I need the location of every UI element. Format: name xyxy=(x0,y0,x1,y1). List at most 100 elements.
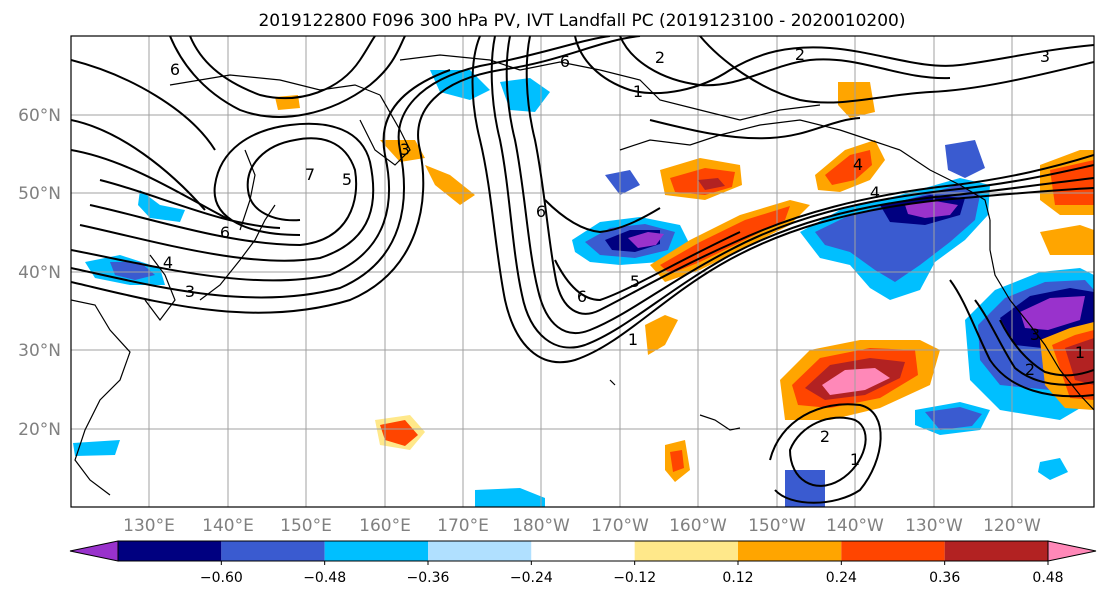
contour-label: 4 xyxy=(163,253,173,272)
shade-neg-nw xyxy=(1038,458,1068,480)
contour-label: 6 xyxy=(577,287,587,306)
contour-label: 7 xyxy=(305,165,315,184)
contour-label: 3 xyxy=(400,140,410,159)
colorbar-outline xyxy=(117,540,1049,562)
pv-contour xyxy=(574,36,1094,95)
pv-contour xyxy=(471,36,1094,364)
contour-label: 1 xyxy=(1075,343,1085,362)
lon-tick-label: 130°E xyxy=(123,516,175,536)
shade-neg-s2 xyxy=(925,407,982,430)
contour-label: 1 xyxy=(633,82,643,101)
contour-label: 1 xyxy=(628,330,638,349)
contour-label: 6 xyxy=(536,202,546,221)
colorbar-box xyxy=(324,541,428,561)
shade-pos-hl2 xyxy=(380,420,418,446)
colorbar: −0.60 −0.48 −0.36 −0.24 −0.12 0.12 0.24 0.36 0.4… xyxy=(69,540,1097,586)
shade-pos-kam xyxy=(380,140,425,162)
coast-japan xyxy=(199,204,276,301)
shade-neg-mid-4 xyxy=(628,232,664,248)
pv-contour xyxy=(71,149,231,221)
colorbar-tick-label: 0.36 xyxy=(929,570,960,586)
colorbar-tick-label: 0.48 xyxy=(1032,570,1063,586)
contour-label: 3 xyxy=(1030,325,1040,344)
colorbar-tick-label: −0.24 xyxy=(510,570,553,586)
pv-contour xyxy=(79,122,375,262)
contour-labels: 6 7 5 6 3 4 3 6 6 5 1 6 1 2 3 4 4 2 1 2 … xyxy=(163,45,1085,469)
lon-tick-label: 140°W xyxy=(826,516,884,536)
pv-contour xyxy=(71,119,206,211)
colorbar-extend-high xyxy=(1047,540,1097,562)
lat-tick-label: 60°N xyxy=(18,106,61,126)
shade-neg-bc xyxy=(945,140,985,178)
colorbar-box xyxy=(118,541,222,561)
lon-tick-label: 150°E xyxy=(280,516,332,536)
pv-contour xyxy=(189,36,376,100)
colorbar-tick-label: 0.12 xyxy=(722,570,753,586)
pv-contour xyxy=(71,59,216,151)
lon-tick-label: 170°W xyxy=(591,516,649,536)
contour-label: 6 xyxy=(220,223,230,242)
coast-islands-2 xyxy=(609,379,616,386)
shade-neg-se-4 xyxy=(1020,296,1085,330)
lon-tick-label: 160°W xyxy=(669,516,727,536)
lat-tick-label: 50°N xyxy=(18,184,61,204)
contour-label: 4 xyxy=(870,183,880,202)
lat-tick-label: 20°N xyxy=(18,420,61,440)
pv-contour xyxy=(89,137,358,247)
pv-contour xyxy=(71,69,451,282)
shade-neg-east-4 xyxy=(905,201,958,218)
colorbar-box xyxy=(841,541,945,561)
contour-label: 4 xyxy=(853,155,863,174)
shade-neg-bering xyxy=(500,78,550,112)
coast-siberia xyxy=(399,54,521,71)
shade-pos-sub4 xyxy=(822,368,890,395)
shade-neg-hi xyxy=(785,470,825,507)
pv-contour xyxy=(619,36,951,87)
colorbar-tick-label: −0.12 xyxy=(613,570,656,586)
contour-label: 3 xyxy=(1040,47,1050,66)
pv-contour xyxy=(490,36,1094,349)
lat-tick-label: 30°N xyxy=(18,341,61,361)
colorbar-box xyxy=(634,541,738,561)
map-frame xyxy=(70,35,1095,508)
contour-label: 3 xyxy=(185,282,195,301)
coast-okhotsk xyxy=(169,74,381,96)
shade-neg-bot xyxy=(475,488,545,507)
pv-contour xyxy=(525,36,1094,315)
contour-label: 5 xyxy=(630,272,640,291)
shade-pos-gulf2 xyxy=(825,150,872,185)
coast-us-w xyxy=(989,220,1094,411)
shade-neg-ak xyxy=(605,170,640,195)
shade-pos-mid xyxy=(645,315,678,355)
lon-tick-label: 130°W xyxy=(905,516,963,536)
shade-neg-kam xyxy=(138,190,185,222)
pv-contour xyxy=(99,179,281,229)
contour-label: 2 xyxy=(820,427,830,446)
lon-tick-label: 170°E xyxy=(437,516,489,536)
colorbar-box xyxy=(221,541,325,561)
lon-tick-label: 140°E xyxy=(202,516,254,536)
lon-tick-label: 180°W xyxy=(512,516,570,536)
pv-contour xyxy=(649,117,861,140)
coast-alaska-s xyxy=(619,119,901,151)
shade-pos-aleut3 xyxy=(698,178,725,190)
lat-tick-label: 40°N xyxy=(18,263,61,283)
contour-label: 6 xyxy=(170,60,180,79)
contour-label: 2 xyxy=(655,48,665,67)
colorbar-tick-label: −0.60 xyxy=(200,570,243,586)
chart-title: 2019122800 F096 300 hPa PV, IVT Landfall… xyxy=(258,11,905,31)
pv-contour xyxy=(169,36,406,118)
shade-neg-japan2 xyxy=(110,262,155,280)
pv-contour xyxy=(71,36,641,314)
pv-contour xyxy=(769,403,882,504)
contour-label: 2 xyxy=(795,45,805,64)
pv-contour xyxy=(788,416,867,487)
contour-label: 2 xyxy=(1025,360,1035,379)
map-area: 6 7 5 6 3 4 3 6 6 5 1 6 1 2 3 4 4 2 1 2 … xyxy=(71,36,1094,507)
colorbar-box xyxy=(738,541,842,561)
pv-contour xyxy=(974,299,1094,386)
contour-label: 6 xyxy=(560,52,570,71)
pv-contour xyxy=(71,36,611,299)
coast-sakhalin xyxy=(239,149,256,231)
